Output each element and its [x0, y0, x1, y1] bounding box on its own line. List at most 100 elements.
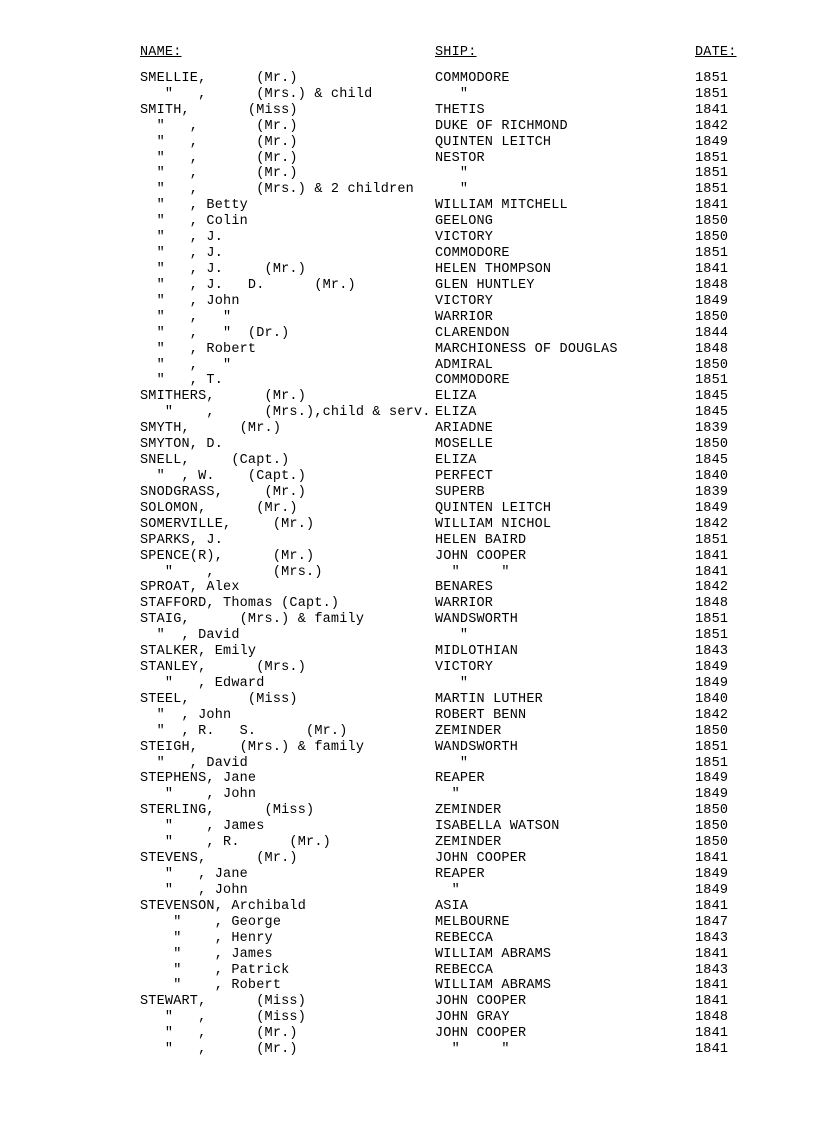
table-row: SMYTH, (Mr.)ARIADNE1839 — [140, 421, 756, 437]
cell-date: 1851 — [695, 182, 728, 198]
table-row: SMITH, (Miss)THETIS1841 — [140, 103, 756, 119]
cell-name: STEVENSON, Archibald — [140, 899, 435, 915]
cell-date: 1851 — [695, 373, 728, 389]
cell-ship: " — [435, 87, 695, 103]
cell-date: 1849 — [695, 867, 728, 883]
cell-name: " , (Mrs.) & 2 children — [140, 182, 435, 198]
cell-date: 1848 — [695, 596, 728, 612]
cell-date: 1849 — [695, 294, 728, 310]
cell-ship: ADMIRAL — [435, 358, 695, 374]
table-row: SMYTON, D.MOSELLE1850 — [140, 437, 756, 453]
cell-ship: " — [435, 628, 695, 644]
cell-date: 1850 — [695, 803, 728, 819]
cell-ship: WANDSWORTH — [435, 612, 695, 628]
cell-ship: ZEMINDER — [435, 724, 695, 740]
cell-date: 1841 — [695, 899, 728, 915]
cell-ship: JOHN COOPER — [435, 1026, 695, 1042]
table-row: " , GeorgeMELBOURNE1847 — [140, 915, 756, 931]
cell-date: 1848 — [695, 278, 728, 294]
cell-date: 1850 — [695, 724, 728, 740]
cell-ship: MOSELLE — [435, 437, 695, 453]
table-row: " , (Mr.)NESTOR1851 — [140, 151, 756, 167]
cell-ship: GLEN HUNTLEY — [435, 278, 695, 294]
cell-ship: CLARENDON — [435, 326, 695, 342]
cell-date: 1851 — [695, 87, 728, 103]
cell-date: 1841 — [695, 994, 728, 1010]
cell-name: " , John — [140, 708, 435, 724]
cell-name: STANLEY, (Mrs.) — [140, 660, 435, 676]
cell-date: 1849 — [695, 501, 728, 517]
cell-ship: JOHN COOPER — [435, 549, 695, 565]
cell-name: STEEL, (Miss) — [140, 692, 435, 708]
cell-ship: " — [435, 676, 695, 692]
cell-date: 1850 — [695, 819, 728, 835]
cell-ship: REAPER — [435, 771, 695, 787]
cell-ship: " " — [435, 565, 695, 581]
cell-name: " , (Mr.) — [140, 1026, 435, 1042]
cell-date: 1851 — [695, 166, 728, 182]
cell-ship: COMMODORE — [435, 246, 695, 262]
cell-name: " , " — [140, 358, 435, 374]
cell-ship: JOHN COOPER — [435, 851, 695, 867]
table-row: " , (Mr.)DUKE OF RICHMOND1842 — [140, 119, 756, 135]
cell-name: SNODGRASS, (Mr.) — [140, 485, 435, 501]
cell-name: " , (Mr.) — [140, 119, 435, 135]
cell-ship: QUINTEN LEITCH — [435, 501, 695, 517]
cell-date: 1851 — [695, 740, 728, 756]
table-row: " , J. (Mr.)HELEN THOMPSON1841 — [140, 262, 756, 278]
cell-name: " , James — [140, 947, 435, 963]
cell-date: 1851 — [695, 151, 728, 167]
table-row: " , (Mr.)JOHN COOPER1841 — [140, 1026, 756, 1042]
table-row: " , RobertMARCHIONESS OF DOUGLAS1848 — [140, 342, 756, 358]
cell-date: 1851 — [695, 612, 728, 628]
table-row: " , HenryREBECCA1843 — [140, 931, 756, 947]
cell-date: 1848 — [695, 342, 728, 358]
table-row: SPARKS, J.HELEN BAIRD1851 — [140, 533, 756, 549]
cell-date: 1851 — [695, 628, 728, 644]
header-name: NAME: — [140, 45, 182, 60]
cell-date: 1841 — [695, 565, 728, 581]
cell-name: STEVENS, (Mr.) — [140, 851, 435, 867]
cell-date: 1841 — [695, 103, 728, 119]
cell-date: 1840 — [695, 469, 728, 485]
cell-name: " , (Mrs.) — [140, 565, 435, 581]
cell-date: 1841 — [695, 1042, 728, 1058]
table-row: " , (Mr.)QUINTEN LEITCH1849 — [140, 135, 756, 151]
cell-ship: ELIZA — [435, 453, 695, 469]
cell-name: STEPHENS, Jane — [140, 771, 435, 787]
cell-name: " , J. — [140, 230, 435, 246]
cell-ship: WILLIAM NICHOL — [435, 517, 695, 533]
cell-ship: " — [435, 182, 695, 198]
table-row: " , "ADMIRAL1850 — [140, 358, 756, 374]
cell-date: 1840 — [695, 692, 728, 708]
cell-name: " , Patrick — [140, 963, 435, 979]
table-row: SMELLIE, (Mr.)COMMODORE1851 — [140, 71, 756, 87]
cell-ship: " — [435, 166, 695, 182]
cell-name: " , W. (Capt.) — [140, 469, 435, 485]
cell-name: SMELLIE, (Mr.) — [140, 71, 435, 87]
table-row: " , David "1851 — [140, 756, 756, 772]
cell-name: " , John — [140, 787, 435, 803]
table-row: " , JamesISABELLA WATSON1850 — [140, 819, 756, 835]
cell-name: " , (Miss) — [140, 1010, 435, 1026]
cell-date: 1849 — [695, 676, 728, 692]
cell-ship: NESTOR — [435, 151, 695, 167]
cell-name: SMITH, (Miss) — [140, 103, 435, 119]
cell-date: 1849 — [695, 883, 728, 899]
cell-name: STEWART, (Miss) — [140, 994, 435, 1010]
table-row: STALKER, EmilyMIDLOTHIAN1843 — [140, 644, 756, 660]
cell-name: SPROAT, Alex — [140, 580, 435, 596]
cell-name: " , Colin — [140, 214, 435, 230]
cell-date: 1842 — [695, 517, 728, 533]
cell-name: " , John — [140, 294, 435, 310]
cell-name: " , James — [140, 819, 435, 835]
cell-ship: QUINTEN LEITCH — [435, 135, 695, 151]
cell-date: 1842 — [695, 708, 728, 724]
cell-name: SMYTON, D. — [140, 437, 435, 453]
table-row: " , David "1851 — [140, 628, 756, 644]
table-row: STEPHENS, JaneREAPER1849 — [140, 771, 756, 787]
cell-name: STAFFORD, Thomas (Capt.) — [140, 596, 435, 612]
table-row: " , JohnVICTORY1849 — [140, 294, 756, 310]
cell-name: SPARKS, J. — [140, 533, 435, 549]
cell-date: 1841 — [695, 262, 728, 278]
